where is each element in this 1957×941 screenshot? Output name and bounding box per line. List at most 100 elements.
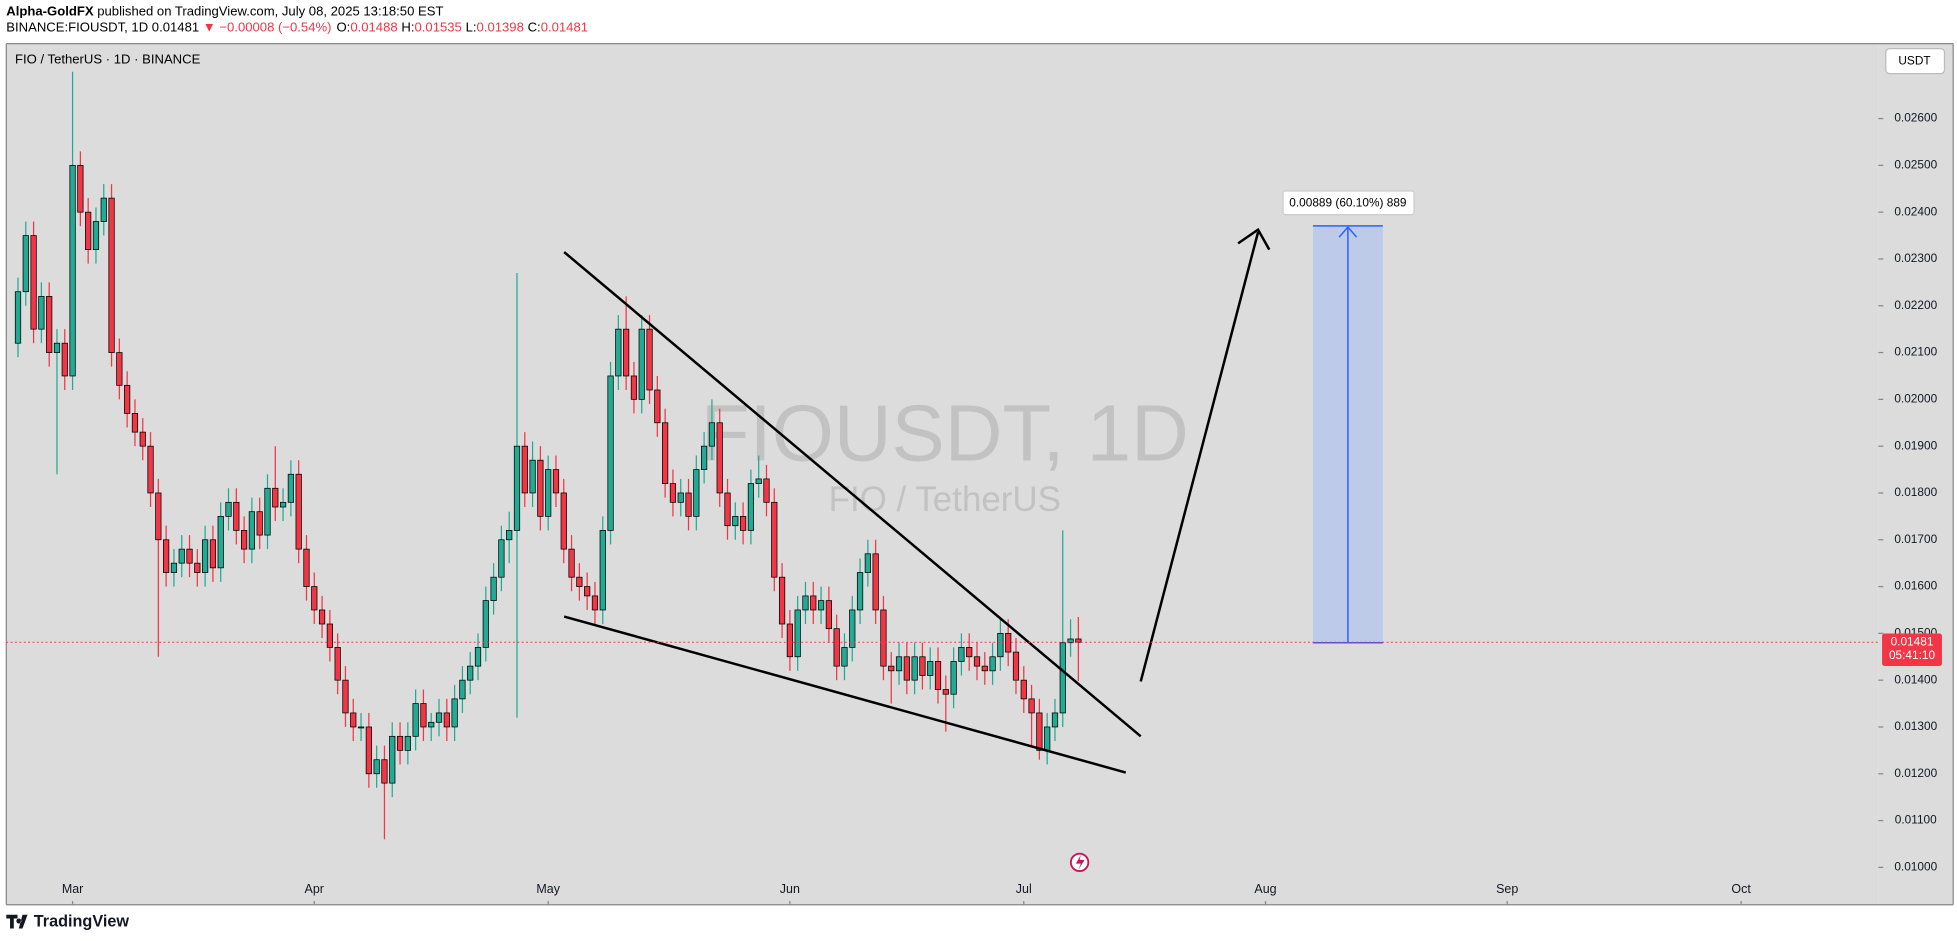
candle-body [755, 478, 762, 484]
candle-body [1020, 679, 1027, 700]
candle-body [131, 413, 139, 433]
watermark-subtitle: FIO / TetherUS [829, 480, 1061, 519]
candle-body [942, 689, 949, 695]
candle-body [256, 511, 263, 536]
y-tick-label: 0.01400 [1894, 672, 1937, 686]
watermark: FIOUSDT, 1D [701, 388, 1189, 477]
candle-body [459, 679, 466, 700]
candle-body [92, 221, 100, 250]
candle-body [615, 328, 622, 377]
candle-body [716, 422, 723, 494]
candle-body [170, 562, 178, 573]
candle-body [638, 328, 645, 400]
candle-body [786, 623, 793, 658]
header-line-1: Alpha-GoldFX published on TradingView.co… [6, 4, 443, 19]
candle-body [100, 197, 107, 222]
legend-title: FIO / TetherUS · 1D · BINANCE [15, 51, 201, 66]
candle-body [318, 609, 326, 625]
last: 0.01481 [152, 20, 199, 35]
candle-body [794, 609, 801, 658]
candle-body [693, 469, 700, 517]
x-tick-label: May [536, 882, 560, 896]
candle-body [373, 759, 380, 775]
currency-button[interactable] [1885, 48, 1946, 75]
candle-body [849, 609, 856, 648]
candle-body [880, 609, 887, 667]
candle-body [919, 656, 926, 676]
y-tick-label: 0.02200 [1894, 298, 1937, 312]
candle-body [888, 665, 895, 672]
candle-body [365, 726, 372, 775]
candle-body [747, 483, 754, 531]
candle-body [77, 164, 84, 213]
candle-body [989, 656, 996, 672]
candle-body [927, 661, 934, 676]
currency[interactable]: USDT [1898, 53, 1930, 67]
ohlc-value: 0.01481 [541, 20, 588, 35]
candle-body [911, 656, 918, 681]
candle-body [420, 703, 427, 728]
y-tick-label: 0.01800 [1894, 485, 1937, 499]
candle-body [412, 703, 419, 737]
ohlc-value: 0.01488 [350, 20, 397, 35]
candle-body [833, 628, 840, 667]
candle-body [934, 661, 942, 690]
x-tick-label: Aug [1254, 882, 1276, 896]
candle-body [997, 632, 1004, 658]
candle-body [825, 600, 832, 630]
ohlc-label: L: [466, 20, 477, 35]
candle-body [599, 530, 606, 611]
candle-body [552, 469, 560, 494]
candle-body [521, 445, 528, 494]
candle-body [482, 600, 489, 648]
ohlc-label: C: [528, 20, 541, 35]
y-tick-label: 0.01700 [1894, 532, 1937, 546]
candle-body [1028, 698, 1035, 714]
candle-body [240, 530, 248, 550]
x-tick-label: Sep [1496, 882, 1518, 896]
candle-body [295, 473, 302, 550]
candle-body [178, 548, 185, 564]
price-label: 0.01481 [1891, 634, 1934, 648]
y-tick-label: 0.01100 [1895, 813, 1937, 827]
candle-body [1012, 651, 1020, 681]
candle-body [513, 445, 521, 531]
candle-body [545, 469, 552, 517]
candle-body [1075, 638, 1082, 643]
brand: TradingView [6, 913, 129, 931]
candle-body [217, 515, 224, 569]
candle-body [607, 375, 614, 531]
candle-body [708, 422, 716, 447]
brand-logo [6, 914, 28, 929]
candle-body [474, 647, 482, 667]
candle-body [30, 235, 37, 330]
candle-body [272, 487, 279, 508]
candle-body [623, 328, 630, 377]
candle-body [654, 389, 661, 424]
candle-body [85, 211, 92, 250]
candle-body [155, 492, 162, 541]
candle-body [669, 483, 677, 503]
candle-body [279, 501, 287, 508]
ohlc-label: O: [337, 20, 351, 35]
x-tick-label: Jul [1016, 882, 1032, 896]
countdown: 05:41:10 [1889, 648, 1936, 662]
trend-line [563, 251, 1142, 738]
y-tick-label: 0.01300 [1894, 719, 1937, 733]
price-axis [1878, 43, 1954, 905]
y-tick-label: 0.01200 [1894, 766, 1937, 780]
candle-body [771, 501, 778, 578]
candle-body [958, 647, 965, 662]
candle-body [334, 647, 341, 681]
y-tick-label: 0.01900 [1894, 438, 1937, 452]
measure-arrow [1338, 226, 1358, 238]
published: published on TradingView.com, July 08, 2… [97, 4, 443, 19]
candle-body [389, 735, 396, 784]
candle-body [22, 235, 29, 293]
measure-label: 0.00889 (60.10%) 889 [1289, 196, 1407, 210]
candle-body [841, 647, 848, 667]
candle-body [856, 572, 864, 611]
candle-body [498, 539, 505, 578]
